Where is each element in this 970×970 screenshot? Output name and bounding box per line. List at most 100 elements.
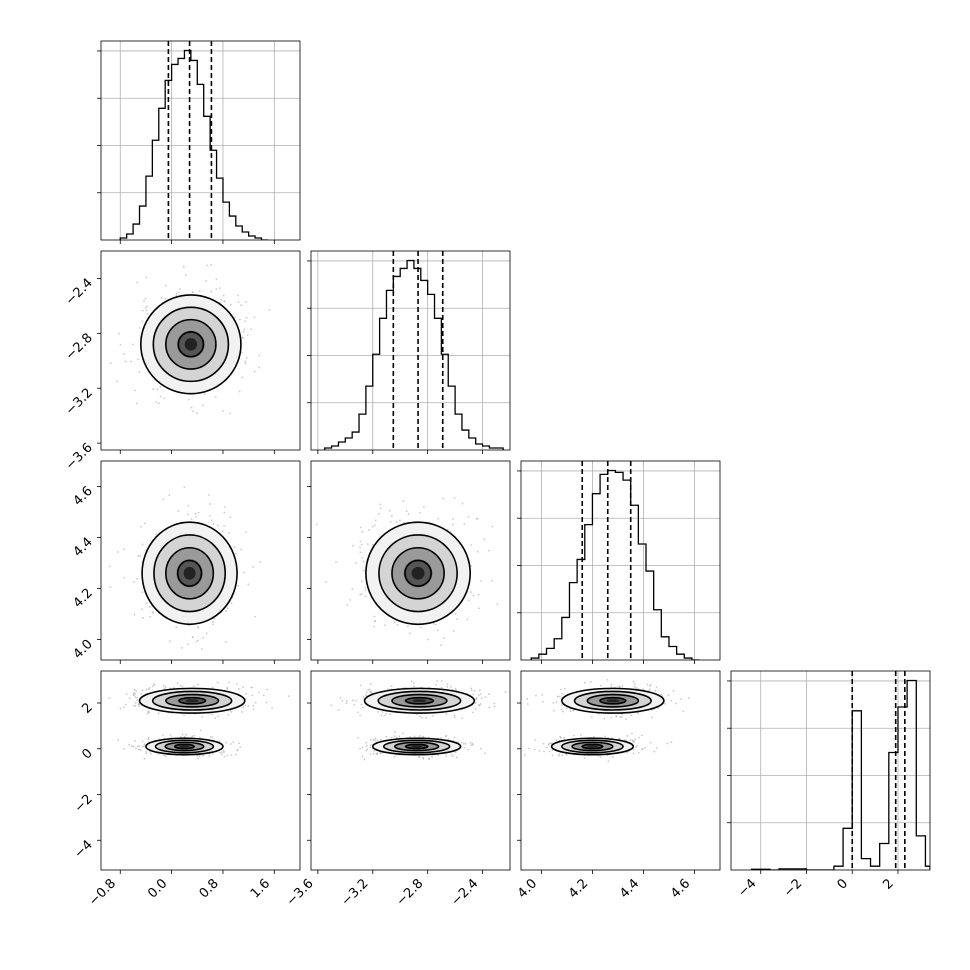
scatter-point xyxy=(196,412,198,415)
scatter-point xyxy=(360,593,363,595)
scatter-point xyxy=(370,738,373,741)
scatter-point xyxy=(410,680,413,683)
scatter-point xyxy=(680,698,683,701)
panel-1-0: −3.6 −3.2 −2.8 −2.4 xyxy=(63,250,301,473)
scatter-point xyxy=(561,692,564,695)
scatter-point xyxy=(360,703,363,706)
scatter-point xyxy=(377,512,380,515)
scatter-point xyxy=(198,755,201,758)
scatter-point xyxy=(243,571,245,574)
contour-line xyxy=(153,534,227,613)
scatter-point xyxy=(141,591,144,594)
scatter-point xyxy=(450,685,452,688)
x-tick-label: 4.0 xyxy=(515,876,540,901)
scatter-point xyxy=(147,711,150,714)
scatter-point xyxy=(252,566,255,568)
scatter-point xyxy=(631,732,633,735)
scatter-point xyxy=(380,714,383,717)
scatter-point xyxy=(337,709,340,711)
scatter-point xyxy=(479,693,482,695)
scatter-point xyxy=(223,751,225,753)
scatter-point xyxy=(316,523,318,526)
density-level xyxy=(185,699,199,703)
scatter-point xyxy=(157,402,160,405)
scatter-point xyxy=(551,749,554,751)
scatter-point xyxy=(475,696,478,699)
scatter-point xyxy=(147,736,150,739)
scatter-point xyxy=(123,548,125,551)
scatter-point xyxy=(379,507,382,510)
scatter-point xyxy=(222,294,225,297)
y-tick-label: −3.6 xyxy=(63,440,96,473)
scatter-point xyxy=(244,362,247,365)
scatter-point xyxy=(205,632,208,635)
scatter-point xyxy=(175,292,178,295)
scatter-point xyxy=(389,520,392,523)
histogram-step xyxy=(119,49,268,240)
scatter-point xyxy=(123,747,125,750)
scatter-point xyxy=(125,693,128,695)
scatter-point xyxy=(419,511,421,514)
contour-line xyxy=(561,739,624,754)
scatter-point xyxy=(258,366,261,369)
scatter-point xyxy=(552,709,555,712)
scatter-point xyxy=(543,750,545,753)
scatter-point xyxy=(239,318,241,321)
scatter-point xyxy=(212,623,214,626)
scatter-point xyxy=(361,746,364,749)
scatter-point xyxy=(217,524,219,527)
scatter-point xyxy=(123,353,126,356)
panel-frame xyxy=(310,670,511,871)
scatter-point xyxy=(476,550,479,553)
scatter-point xyxy=(483,538,486,541)
scatter-point xyxy=(670,741,673,744)
scatter-point xyxy=(478,704,481,707)
scatter-point xyxy=(398,735,401,738)
scatter-point xyxy=(422,506,425,508)
scatter-point xyxy=(624,739,626,741)
scatter-point xyxy=(633,685,636,688)
scatter-point xyxy=(460,741,463,744)
scatter-point xyxy=(603,717,606,720)
scatter-point xyxy=(625,718,628,720)
scatter-point xyxy=(610,683,613,686)
scatter-point xyxy=(456,756,458,759)
histogram-step xyxy=(750,679,930,870)
scatter-point xyxy=(381,711,384,713)
scatter-point xyxy=(555,739,558,741)
scatter-point xyxy=(371,525,374,528)
x-tick-label: −4 xyxy=(735,876,759,900)
scatter-point xyxy=(359,546,361,549)
scatter-point xyxy=(221,751,223,754)
contour-line xyxy=(165,318,217,370)
scatter-point xyxy=(446,683,449,686)
scatter-point xyxy=(251,686,254,689)
scatter-point xyxy=(443,637,445,640)
scatter-point xyxy=(357,736,360,739)
scatter-point xyxy=(610,685,613,688)
scatter-point xyxy=(635,687,638,689)
scatter-point xyxy=(162,498,165,501)
scatter-point xyxy=(412,682,415,685)
scatter-point xyxy=(466,618,469,621)
contour-line xyxy=(393,741,440,752)
x-tick-label: −3.2 xyxy=(339,876,372,909)
scatter-point xyxy=(223,300,225,303)
scatter-point xyxy=(660,693,663,696)
scatter-point xyxy=(446,686,449,688)
scatter-point xyxy=(345,702,348,705)
scatter-point xyxy=(137,358,139,361)
scatter-point xyxy=(374,737,377,740)
scatter-point xyxy=(632,739,635,742)
scatter-point xyxy=(479,689,481,692)
scatter-point xyxy=(452,630,455,632)
scatter-point xyxy=(253,316,256,319)
y-tick-label: −4 xyxy=(72,837,96,861)
scatter-point xyxy=(355,699,357,702)
scatter-point xyxy=(469,741,472,744)
scatter-point xyxy=(477,593,480,596)
scatter-point xyxy=(119,343,122,346)
x-tick-label: −0.8 xyxy=(86,876,119,909)
scatter-point xyxy=(583,757,586,759)
scatter-point xyxy=(187,504,190,507)
